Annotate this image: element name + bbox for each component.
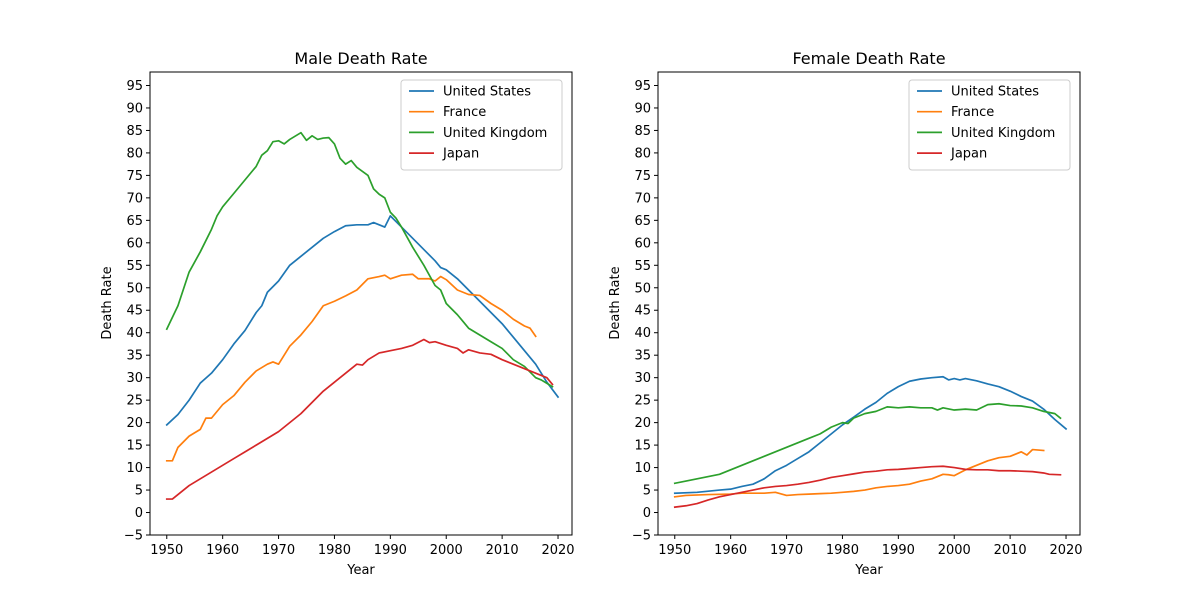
x-tick-label: 2000 — [938, 543, 971, 558]
y-tick-label: 90 — [126, 101, 143, 116]
y-tick-label: 65 — [126, 214, 143, 229]
legend-box — [908, 79, 1071, 171]
y-tick-label: 20 — [126, 416, 143, 431]
male-death-rate-chart: 1950 1960 1970 1980 1990 2000 2010 2020 −5 0 5 10 15… — [100, 49, 575, 578]
series-line-united-states — [165, 214, 560, 427]
x-tick-label: 2020 — [1049, 543, 1082, 558]
x-tick-label: 2020 — [541, 543, 574, 558]
y-tick-label: 30 — [634, 371, 651, 386]
legend-entry-united-states: United States — [443, 85, 531, 100]
female-death-rate-chart: 1950 1960 1970 1980 1990 2000 2010 2020 −5 0 5 10 15… — [608, 49, 1083, 578]
chart-title: Female Death Rate — [792, 49, 945, 68]
series-line-france — [165, 273, 537, 462]
y-tick-label: 20 — [634, 416, 651, 431]
y-tick-label: 80 — [126, 146, 143, 161]
chart-title: Male Death Rate — [294, 49, 427, 68]
legend: United States France United Kingdom Japan — [400, 79, 563, 171]
plot-area — [673, 375, 1068, 509]
y-tick-label: 85 — [126, 124, 143, 139]
legend-entry-united-states: United States — [951, 85, 1039, 100]
y-tick-label: 0 — [643, 506, 651, 521]
x-tick-label: 1980 — [826, 543, 859, 558]
y-tick-label: −5 — [632, 529, 651, 544]
x-tick-label: 1990 — [882, 543, 915, 558]
y-tick-label: 95 — [126, 79, 143, 94]
series-line-united-states — [673, 375, 1068, 495]
y-tick-label: 60 — [126, 236, 143, 251]
x-tick-label: 1990 — [374, 543, 407, 558]
x-tick-label: 1970 — [262, 543, 295, 558]
x-tick-label: 1980 — [318, 543, 351, 558]
series-line-united-kingdom — [165, 131, 554, 388]
y-tick-label: 5 — [643, 484, 651, 499]
x-tick-label: 1960 — [714, 543, 747, 558]
legend-entry-japan: Japan — [442, 147, 479, 162]
legend-entry-japan: Japan — [950, 147, 987, 162]
axis-ticks: 1950 1960 1970 1980 1990 2000 2010 2020 −5 0 5 10 15… — [632, 79, 1083, 558]
legend: United States France United Kingdom Japan — [908, 79, 1071, 171]
y-tick-label: 10 — [126, 461, 143, 476]
y-axis-label: Death Rate — [608, 266, 623, 339]
y-tick-label: 70 — [126, 191, 143, 206]
legend-entry-united-kingdom: United Kingdom — [951, 126, 1055, 141]
y-tick-label: 75 — [126, 169, 143, 184]
y-tick-label: 40 — [126, 326, 143, 341]
x-tick-label: 2000 — [430, 543, 463, 558]
x-tick-label: 1960 — [206, 543, 239, 558]
legend-entry-france: France — [951, 105, 994, 120]
y-tick-label: 35 — [634, 349, 651, 364]
y-tick-label: 50 — [126, 281, 143, 296]
y-tick-label: −5 — [124, 529, 143, 544]
y-tick-label: 45 — [126, 304, 143, 319]
y-tick-label: 15 — [126, 439, 143, 454]
y-tick-label: 70 — [634, 191, 651, 206]
axes-frame — [657, 71, 1081, 536]
y-tick-label: 25 — [126, 394, 143, 409]
series-line-japan — [673, 465, 1062, 509]
axes-frame — [149, 71, 573, 536]
x-tick-label: 1970 — [770, 543, 803, 558]
legend-entry-united-kingdom: United Kingdom — [443, 126, 547, 141]
y-tick-label: 5 — [135, 484, 143, 499]
y-tick-label: 90 — [634, 101, 651, 116]
x-tick-label: 2010 — [486, 543, 519, 558]
y-tick-label: 55 — [634, 259, 651, 274]
x-tick-label: 1950 — [150, 543, 183, 558]
x-tick-label: 1950 — [658, 543, 691, 558]
y-tick-label: 0 — [135, 506, 143, 521]
y-tick-label: 25 — [634, 394, 651, 409]
y-tick-label: 85 — [634, 124, 651, 139]
y-tick-label: 45 — [634, 304, 651, 319]
y-tick-label: 40 — [634, 326, 651, 341]
series-line-japan — [165, 338, 554, 500]
y-tick-label: 15 — [634, 439, 651, 454]
legend-entry-france: France — [443, 105, 486, 120]
series-line-france — [673, 448, 1045, 498]
axis-ticks: 1950 1960 1970 1980 1990 2000 2010 2020 −5 0 5 10 15… — [124, 79, 575, 558]
y-tick-label: 55 — [126, 259, 143, 274]
y-tick-label: 60 — [634, 236, 651, 251]
x-axis-label: Year — [346, 563, 375, 578]
plot-area — [165, 131, 560, 500]
y-tick-label: 50 — [634, 281, 651, 296]
series-line-united-kingdom — [673, 402, 1062, 485]
y-tick-label: 65 — [634, 214, 651, 229]
x-tick-label: 2010 — [994, 543, 1027, 558]
y-tick-label: 35 — [126, 349, 143, 364]
y-tick-label: 80 — [634, 146, 651, 161]
y-tick-label: 10 — [634, 461, 651, 476]
y-axis-label: Death Rate — [100, 266, 115, 339]
x-axis-label: Year — [854, 563, 883, 578]
y-tick-label: 95 — [634, 79, 651, 94]
y-tick-label: 30 — [126, 371, 143, 386]
y-tick-label: 75 — [634, 169, 651, 184]
legend-box — [400, 79, 563, 171]
